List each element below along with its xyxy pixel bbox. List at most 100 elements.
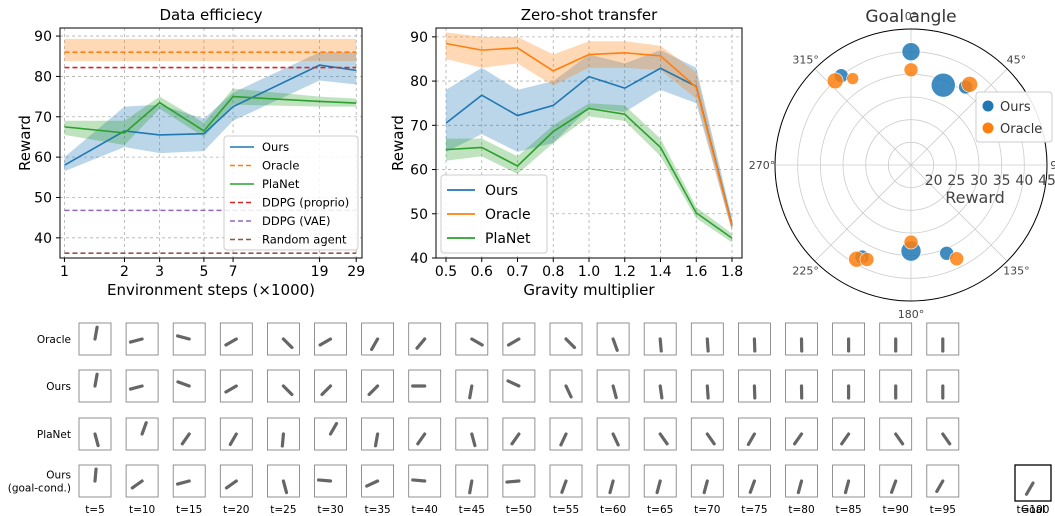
column-label: t=40 — [412, 504, 438, 516]
pendulum-pole — [320, 384, 333, 397]
frame-box — [455, 417, 489, 451]
radius-tick-label: 45 — [1038, 173, 1055, 189]
legend-box — [975, 91, 1053, 143]
column-label: t=10 — [129, 504, 155, 516]
column-label: t=25 — [270, 504, 296, 516]
y-tick-label: 40 — [410, 251, 428, 267]
pendulum-pole — [318, 337, 333, 347]
pendulum-pole — [370, 337, 380, 351]
row-label: (goal-cond.) — [8, 483, 71, 495]
pendulum-pole — [560, 479, 568, 494]
pendulum-pole — [130, 479, 144, 490]
pendulum-pole — [611, 337, 619, 352]
row-label: Oracle — [37, 334, 71, 346]
plot-frame — [435, 27, 743, 259]
zero-shot-chart: 0.5 0.6 0.7 0.8 1.0 1.2 1.4 1.6 1.8 40 50 60 70 80 90 Z… — [389, 6, 743, 299]
y-tick-label: 90 — [410, 30, 428, 46]
data-point — [826, 72, 844, 90]
data-point — [903, 62, 919, 78]
series-line — [445, 67, 733, 226]
x-tick-label: 1.4 — [649, 264, 671, 280]
radius-tick-label: 20 — [925, 173, 943, 189]
data-point — [901, 42, 921, 61]
angular-gridline — [910, 68, 1008, 166]
x-axis-label: Environment steps (×1000) — [107, 281, 315, 299]
confidence-band — [446, 32, 732, 232]
column-label: t=95 — [930, 504, 956, 516]
y-tick-label: 60 — [410, 163, 428, 179]
pendulum-pole — [224, 384, 238, 394]
frame-box — [785, 417, 818, 451]
pendulum-pole — [611, 384, 618, 400]
y-axis-label: Reward — [389, 115, 407, 171]
pendulum-pole — [705, 337, 710, 353]
frame-box — [785, 464, 818, 498]
y-tick-label: 70 — [410, 118, 428, 134]
pendulum-pole — [281, 384, 294, 397]
pendulum-pole — [1024, 481, 1035, 496]
angle-tick-label: 315° — [792, 54, 819, 67]
column-label: t=85 — [835, 504, 861, 516]
pendulum-pole — [559, 432, 568, 447]
frame-box — [596, 369, 630, 403]
column-label: t=75 — [741, 504, 767, 516]
pendulum-pole — [505, 479, 521, 484]
pendulum-pole — [705, 384, 710, 400]
pendulum-pole — [468, 479, 474, 495]
x-tick-label: 1.0 — [578, 264, 600, 280]
pendulum-pole — [93, 467, 98, 483]
data-point — [930, 72, 956, 98]
pendulum-pole — [840, 432, 851, 446]
pendulum-pole — [93, 372, 99, 388]
pendulum-pole — [746, 432, 757, 446]
row-label: PlaNet — [37, 429, 71, 441]
column-label: t=65 — [647, 504, 673, 516]
pendulum-pole — [316, 478, 333, 483]
x-tick-label: 0.7 — [506, 264, 528, 280]
column-label: t=90 — [883, 504, 909, 516]
legend-entry: PlaNet — [262, 177, 300, 191]
legend-entry: Oracle — [1000, 122, 1042, 137]
legend-entry: DDPG (VAE) — [262, 214, 330, 228]
pendulum-pole — [894, 432, 905, 446]
radius-axis-label: Reward — [945, 188, 1005, 207]
x-tick-label: 0.6 — [471, 264, 493, 280]
radius-tick-label: 35 — [993, 173, 1011, 189]
pendulum-pole — [705, 432, 716, 446]
angular-gridline — [910, 164, 1008, 262]
pendulum-pole — [128, 384, 144, 391]
pendulum-pole — [658, 384, 664, 400]
angle-tick-label: 135° — [1003, 264, 1030, 277]
legend-swatch — [982, 122, 994, 134]
pendulum-pole — [373, 432, 380, 448]
plot-frame — [59, 27, 363, 259]
y-tick-label: 40 — [34, 231, 52, 247]
pendulum-pole — [128, 337, 144, 344]
pendulum-pole — [468, 384, 474, 400]
confidence-band — [446, 50, 732, 232]
column-label: t=30 — [317, 504, 343, 516]
pendulum-pole — [470, 337, 484, 347]
series-line — [64, 64, 357, 166]
pendulum-pole — [416, 432, 427, 446]
y-tick-label: 60 — [34, 150, 52, 166]
confidence-band — [64, 88, 357, 146]
pendulum-pole — [506, 379, 521, 388]
pendulum-pole — [658, 337, 663, 353]
pendulum-pole — [367, 384, 380, 397]
radius-tick-label: 40 — [1015, 173, 1033, 189]
pendulum-pole — [793, 432, 804, 446]
angle-tick-label: 225° — [792, 264, 819, 277]
pendulum-pole — [176, 479, 191, 486]
data-point — [949, 251, 965, 267]
x-tick-label: 0.5 — [435, 264, 457, 280]
legend-box — [223, 135, 359, 251]
pendulum-pole — [506, 337, 521, 347]
column-label: t=60 — [600, 504, 626, 516]
pendulum-pole — [365, 479, 380, 488]
column-label: t=80 — [788, 504, 814, 516]
data-point — [859, 252, 875, 267]
x-tick-label: 1.6 — [685, 264, 707, 280]
pendulum-pole — [93, 432, 100, 448]
